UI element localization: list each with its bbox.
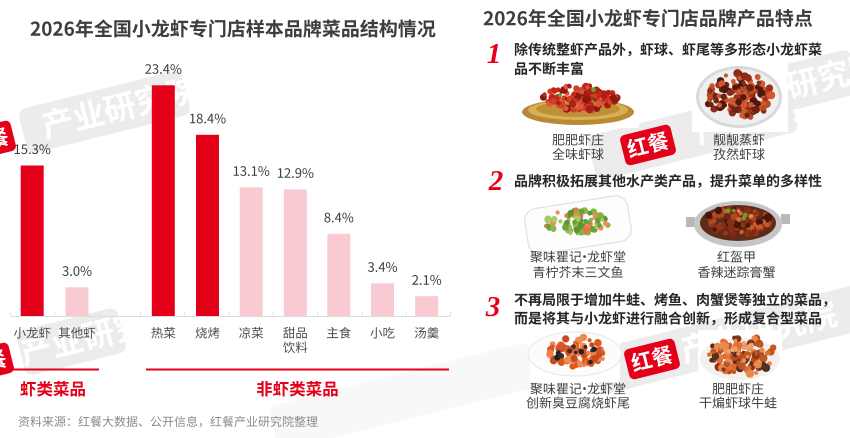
svg-text:2: 2 [488, 165, 504, 197]
svg-text:3: 3 [485, 291, 501, 323]
svg-text:1: 1 [487, 38, 502, 70]
